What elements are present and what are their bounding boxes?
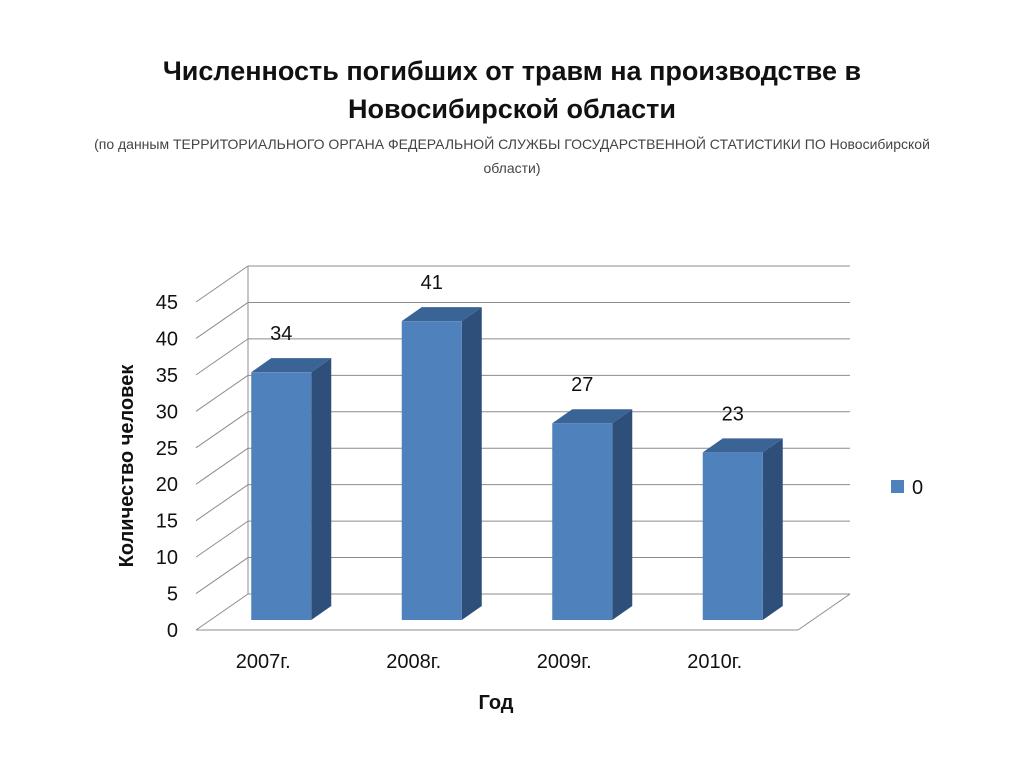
x-tick-label: 2008г. [386, 651, 441, 673]
gridline-depth [195, 447, 249, 485]
x-tick-label: 2010г. [687, 651, 742, 673]
y-tick-label: 30 [156, 401, 178, 423]
chart-subtitle: (по данным ТЕРРИТОРИАЛЬНОГО ОРГАНА ФЕДЕР… [94, 136, 930, 176]
bar-side [762, 438, 783, 620]
bar [401, 321, 462, 620]
bar-side [311, 358, 332, 620]
bar [251, 372, 312, 620]
bar-side [612, 409, 633, 620]
y-tick-label: 0 [167, 620, 178, 642]
gridline-depth [195, 557, 249, 594]
gridline-depth [195, 484, 249, 522]
gridline-depth [195, 374, 249, 412]
gridline-depth [195, 302, 249, 339]
chart-title-block: Численность погибших от травм на произво… [0, 52, 1024, 180]
x-tick-label: 2007г. [236, 651, 291, 673]
bar-top [552, 409, 633, 424]
bars [251, 307, 783, 620]
y-tick-label: 45 [156, 292, 178, 314]
y-tick-label: 10 [156, 547, 178, 569]
legend: 0 [891, 477, 923, 499]
bar [552, 423, 613, 620]
data-label: 34 [270, 323, 292, 345]
chart-labels: 0 5 10 15 20 25 30 35 40 45 34 2007г. 41 2008г. 27 2009… [116, 272, 744, 714]
y-tick-label: 25 [156, 438, 178, 460]
floor-right-edge [797, 593, 851, 631]
chart-title: Численность погибших от травм на произво… [162, 56, 862, 124]
y-tick-label: 5 [167, 584, 178, 606]
bar-top [251, 358, 332, 373]
data-label: 23 [722, 403, 744, 425]
y-axis-title: Количество человек [116, 364, 138, 568]
gridline-depth [195, 520, 249, 558]
y-tick-label: 20 [156, 474, 178, 496]
x-tick-label: 2009г. [537, 651, 592, 673]
y-tick-label: 40 [156, 328, 178, 350]
gridline-depth [195, 411, 249, 449]
legend-swatch [891, 480, 904, 493]
bar-top [702, 438, 783, 453]
bar-side [461, 307, 482, 620]
bar [702, 452, 763, 620]
gridline-depth [195, 265, 249, 303]
x-axis-title: Год [479, 692, 514, 714]
gridline-depth [195, 593, 249, 631]
legend-label: 0 [912, 477, 923, 499]
data-label: 41 [421, 272, 443, 294]
bar-top [401, 307, 482, 322]
gridline-depth [195, 338, 249, 376]
y-tick-label: 35 [156, 365, 178, 387]
data-label: 27 [571, 374, 593, 396]
y-tick-label: 15 [156, 511, 178, 533]
